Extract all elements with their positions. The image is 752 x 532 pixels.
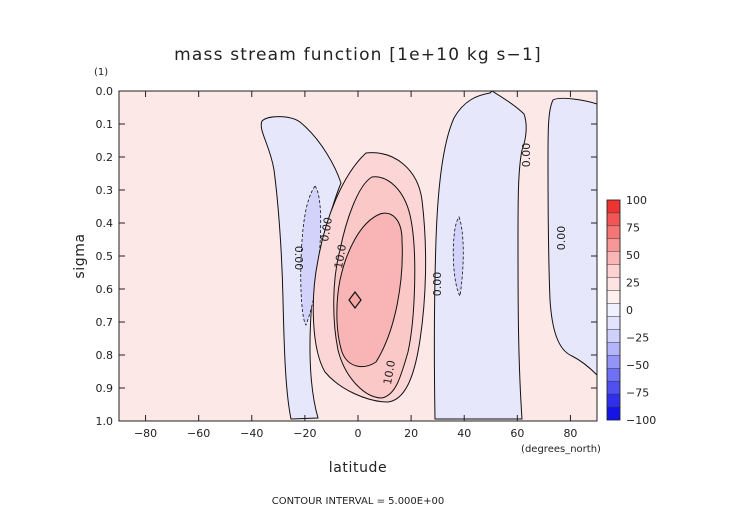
contour-label-3: 10.0 (332, 243, 349, 269)
y-tick-label-0: 0.0 (96, 85, 114, 98)
y-tick-label-9: 0.9 (96, 382, 114, 395)
plot-area: 0.00 0.00 10.0 0.00 10.0 0.00 0.00 (118, 90, 598, 422)
colorbar-label-4: 0 (626, 304, 633, 317)
y-tick-label-7: 0.7 (96, 316, 114, 329)
colorbar-label-8: −100 (626, 414, 656, 427)
positive-contour-20 (348, 291, 362, 309)
x-tick-label-1: −60 (187, 427, 210, 440)
x-tick-label-7: 60 (510, 427, 524, 440)
x-tick-label-6: 40 (457, 427, 471, 440)
colorbar-swatch-4 (606, 251, 621, 265)
contour-label-2: 0.00 (318, 216, 335, 242)
x-units: (degrees_north) (521, 444, 601, 455)
y-tick-label-5: 0.5 (96, 250, 114, 263)
colorbar-label-1: 75 (626, 222, 640, 235)
y-axis: 0.0 0.1 0.2 0.3 0.4 0.5 0.6 0.7 0.8 0.9 1.0 (96, 85, 597, 428)
colorbar-swatch-11 (606, 342, 621, 356)
contour-interval: CONTOUR INTERVAL = 5.000E+00 (272, 496, 444, 507)
colorbar-swatch-2 (606, 225, 621, 240)
x-tick-label-5: 20 (404, 427, 418, 440)
colorbar-swatch-13 (606, 368, 621, 382)
colorbar-swatch-12 (606, 355, 621, 369)
x-tick-label-2: −40 (240, 427, 263, 440)
contour-label-4: 0.00 (431, 272, 444, 297)
y-tick-label-3: 0.3 (96, 184, 114, 197)
y-axis-label: sigma (72, 233, 88, 278)
colorbar-swatch-5 (606, 264, 621, 278)
north-dashed-contour (452, 216, 464, 298)
colorbar-swatch-6 (606, 277, 621, 291)
northern-negative-region (433, 90, 527, 420)
colorbar-swatch-15 (606, 393, 621, 408)
y-tick-label-8: 0.8 (96, 349, 114, 362)
y-tick-label-2: 0.2 (96, 151, 114, 164)
y-tick-label-1: 0.1 (96, 118, 114, 131)
colorbar-label-0: 100 (626, 194, 647, 207)
x-tick-label-4: 0 (355, 427, 362, 440)
contour-label-6: 0.00 (520, 143, 533, 168)
y-tick-label-10: 1.0 (96, 415, 114, 428)
colorbar-swatch-0 (606, 199, 621, 214)
positive-contour-15 (336, 212, 403, 368)
colorbar-label-2: 50 (626, 249, 640, 262)
colorbar-frame (606, 199, 621, 421)
colorbar: 100 75 50 25 0 −25 −50 −75 −100 (606, 194, 656, 427)
contour-label-7: 0.00 (555, 226, 568, 251)
colorbar-swatch-1 (606, 212, 621, 227)
colorbar-swatch-7 (606, 290, 621, 304)
south-dashed-contour (300, 185, 322, 326)
colorbar-swatch-10 (606, 329, 621, 343)
colorbar-label-3: 25 (626, 277, 640, 290)
colorbar-label-7: −75 (626, 387, 649, 400)
x-tick-label-3: −20 (293, 427, 316, 440)
colorbar-label-5: −25 (626, 332, 649, 345)
colorbar-swatch-14 (606, 380, 621, 395)
x-axis: −80 −60 −40 −20 0 20 40 60 80 (134, 91, 577, 440)
colorbar-swatch-8 (606, 303, 621, 317)
x-axis-label: latitude (329, 460, 388, 476)
colorbar-swatch-9 (606, 316, 621, 330)
x-tick-label-8: 80 (563, 427, 577, 440)
colorbar-label-6: −50 (626, 359, 649, 372)
contour-label-1: 0.00 (292, 246, 305, 271)
y-units: (1) (94, 67, 108, 78)
x-tick-label-0: −80 (134, 427, 157, 440)
chart-title: mass stream function [1e+10 kg s−1] (174, 45, 542, 65)
colorbar-swatch-16 (606, 406, 621, 421)
colorbar-swatch-3 (606, 238, 621, 252)
y-tick-label-6: 0.6 (96, 283, 114, 296)
contour-label-5: 10.0 (381, 359, 398, 385)
y-tick-label-4: 0.4 (96, 217, 114, 230)
